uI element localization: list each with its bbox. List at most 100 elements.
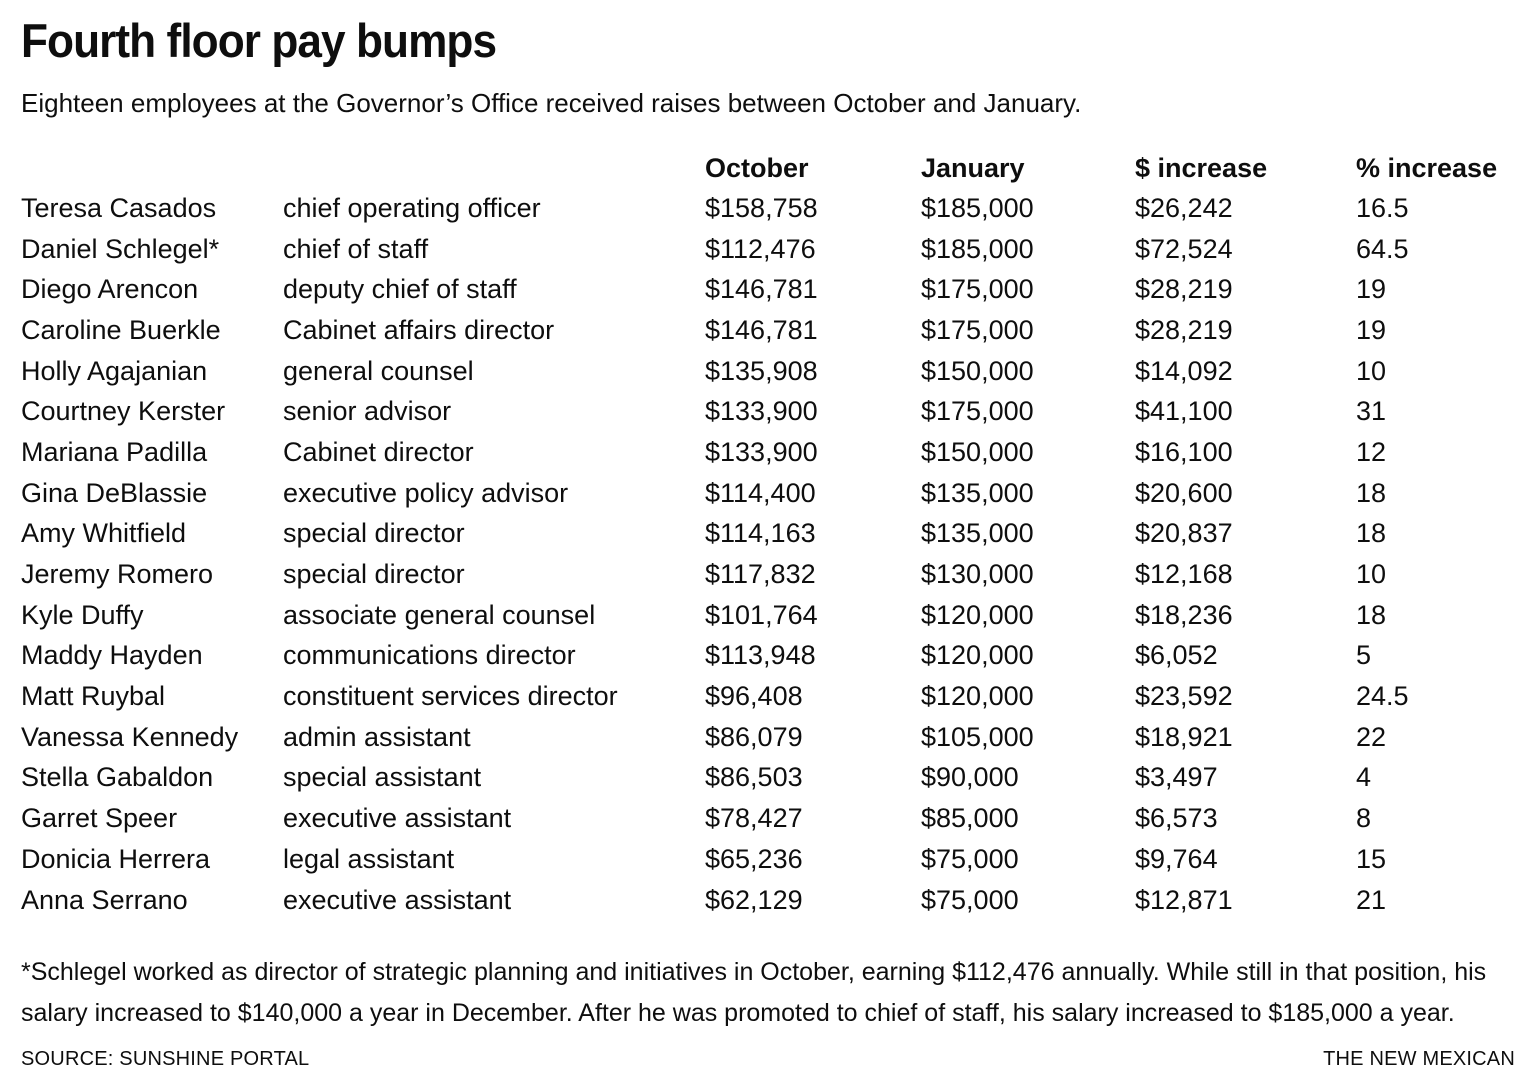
header-october: October bbox=[705, 152, 809, 183]
cell-october: $113,948 bbox=[705, 640, 816, 671]
cell-pct-increase: 18 bbox=[1356, 477, 1387, 508]
table-row: Kyle Duffy associate general counsel $101,… bbox=[21, 595, 1515, 636]
cell-january: $185,000 bbox=[921, 192, 1034, 223]
page-subtitle: Eighteen employees at the Governor’s Off… bbox=[21, 88, 1082, 118]
cell-dollar-increase: $16,100 bbox=[1135, 436, 1233, 467]
footnote-line-1: *Schlegel worked as director of strategi… bbox=[21, 958, 1487, 987]
cell-january: $75,000 bbox=[921, 843, 1019, 874]
cell-dollar-increase: $72,524 bbox=[1135, 233, 1233, 264]
source-label: SOURCE: SUNSHINE PORTAL bbox=[21, 1048, 310, 1071]
cell-name: Donicia Herrera bbox=[21, 843, 211, 874]
cell-title: chief of staff bbox=[283, 233, 429, 264]
table-row: Amy Whitfield special director $114,163 $13… bbox=[21, 514, 1515, 555]
cell-october: $146,781 bbox=[705, 274, 818, 305]
cell-pct-increase: 18 bbox=[1356, 599, 1387, 630]
cell-name: Caroline Buerkle bbox=[21, 314, 221, 345]
cell-dollar-increase: $20,837 bbox=[1135, 518, 1233, 549]
cell-name: Amy Whitfield bbox=[21, 518, 187, 549]
cell-name: Teresa Casados bbox=[21, 192, 217, 223]
cell-dollar-increase: $14,092 bbox=[1135, 355, 1233, 386]
table-row: Matt Ruybal constituent services director… bbox=[21, 676, 1515, 717]
cell-pct-increase: 18 bbox=[1356, 518, 1387, 549]
cell-january: $175,000 bbox=[921, 274, 1034, 305]
cell-dollar-increase: $18,921 bbox=[1135, 721, 1233, 752]
table-row: Garret Speer executive assistant $78,427 $8… bbox=[21, 798, 1515, 839]
cell-october: $112,476 bbox=[705, 233, 816, 264]
table-row: Gina DeBlassie executive policy advisor $1… bbox=[21, 473, 1515, 514]
cell-dollar-increase: $9,764 bbox=[1135, 843, 1218, 874]
table-row: Anna Serrano executive assistant $62,129 $7… bbox=[21, 880, 1515, 921]
page-title: Fourth floor pay bumps bbox=[21, 14, 497, 67]
cell-title: executive assistant bbox=[283, 884, 512, 915]
header-january: January bbox=[921, 152, 1025, 183]
table-row: Mariana Padilla Cabinet director $133,900 $… bbox=[21, 432, 1515, 473]
cell-name: Garret Speer bbox=[21, 803, 178, 834]
cell-name: Gina DeBlassie bbox=[21, 477, 208, 508]
cell-january: $85,000 bbox=[921, 803, 1019, 834]
cell-january: $175,000 bbox=[921, 314, 1034, 345]
cell-title: Cabinet director bbox=[283, 436, 474, 467]
cell-october: $86,503 bbox=[705, 762, 803, 793]
cell-title: general counsel bbox=[283, 355, 474, 386]
cell-dollar-increase: $18,236 bbox=[1135, 599, 1233, 630]
cell-october: $65,236 bbox=[705, 843, 803, 874]
cell-title: chief operating officer bbox=[283, 192, 541, 223]
cell-january: $130,000 bbox=[921, 559, 1034, 590]
cell-title: associate general counsel bbox=[283, 599, 596, 630]
cell-pct-increase: 8 bbox=[1356, 803, 1372, 834]
cell-pct-increase: 10 bbox=[1356, 355, 1387, 386]
cell-title: senior advisor bbox=[283, 396, 452, 427]
cell-title: deputy chief of staff bbox=[283, 274, 517, 305]
cell-title: executive policy advisor bbox=[283, 477, 569, 508]
cell-january: $185,000 bbox=[921, 233, 1034, 264]
pay-table: October January $ increase % increase Te… bbox=[21, 148, 1515, 920]
table-row: Daniel Schlegel* chief of staff $112,476 $1… bbox=[21, 229, 1515, 270]
table-row: Vanessa Kennedy admin assistant $86,079 $10… bbox=[21, 717, 1515, 758]
table-row: Maddy Hayden communications director $113,… bbox=[21, 636, 1515, 677]
table-row: Stella Gabaldon special assistant $86,503 $… bbox=[21, 758, 1515, 799]
cell-name: Matt Ruybal bbox=[21, 681, 166, 712]
cell-january: $120,000 bbox=[921, 599, 1034, 630]
cell-january: $150,000 bbox=[921, 436, 1034, 467]
cell-january: $150,000 bbox=[921, 355, 1034, 386]
table-header-row: October January $ increase % increase bbox=[21, 148, 1515, 188]
cell-dollar-increase: $41,100 bbox=[1135, 396, 1233, 427]
cell-dollar-increase: $6,052 bbox=[1135, 640, 1218, 671]
credits-row: SOURCE: SUNSHINE PORTAL THE NEW MEXICAN bbox=[21, 1048, 1515, 1071]
table-body: Teresa Casados chief operating officer $15… bbox=[21, 188, 1515, 920]
cell-dollar-increase: $20,600 bbox=[1135, 477, 1233, 508]
cell-name: Vanessa Kennedy bbox=[21, 721, 239, 752]
table-row: Courtney Kerster senior advisor $133,900 $1… bbox=[21, 391, 1515, 432]
cell-january: $75,000 bbox=[921, 884, 1019, 915]
cell-october: $78,427 bbox=[705, 803, 803, 834]
cell-october: $135,908 bbox=[705, 355, 818, 386]
cell-name: Daniel Schlegel* bbox=[21, 233, 220, 264]
cell-october: $62,129 bbox=[705, 884, 803, 915]
cell-title: Cabinet affairs director bbox=[283, 314, 555, 345]
table-row: Holly Agajanian general counsel $135,908 $1… bbox=[21, 351, 1515, 392]
cell-pct-increase: 24.5 bbox=[1356, 681, 1409, 712]
cell-pct-increase: 21 bbox=[1356, 884, 1387, 915]
cell-name: Mariana Padilla bbox=[21, 436, 208, 467]
cell-name: Stella Gabaldon bbox=[21, 762, 214, 793]
cell-dollar-increase: $12,168 bbox=[1135, 559, 1233, 590]
cell-pct-increase: 15 bbox=[1356, 843, 1387, 874]
cell-october: $158,758 bbox=[705, 192, 818, 223]
cell-title: legal assistant bbox=[283, 843, 455, 874]
cell-name: Holly Agajanian bbox=[21, 355, 208, 386]
cell-title: admin assistant bbox=[283, 721, 471, 752]
cell-dollar-increase: $28,219 bbox=[1135, 274, 1233, 305]
cell-title: communications director bbox=[283, 640, 576, 671]
cell-title: special director bbox=[283, 518, 465, 549]
cell-october: $96,408 bbox=[705, 681, 803, 712]
footnote: *Schlegel worked as director of strategi… bbox=[21, 952, 1515, 1034]
cell-name: Anna Serrano bbox=[21, 884, 188, 915]
cell-dollar-increase: $23,592 bbox=[1135, 681, 1233, 712]
cell-january: $135,000 bbox=[921, 477, 1034, 508]
table-row: Diego Arencon deputy chief of staff $146,7… bbox=[21, 269, 1515, 310]
table-row: Jeremy Romero special director $117,832 $13… bbox=[21, 554, 1515, 595]
cell-january: $120,000 bbox=[921, 681, 1034, 712]
cell-january: $120,000 bbox=[921, 640, 1034, 671]
cell-name: Maddy Hayden bbox=[21, 640, 203, 671]
